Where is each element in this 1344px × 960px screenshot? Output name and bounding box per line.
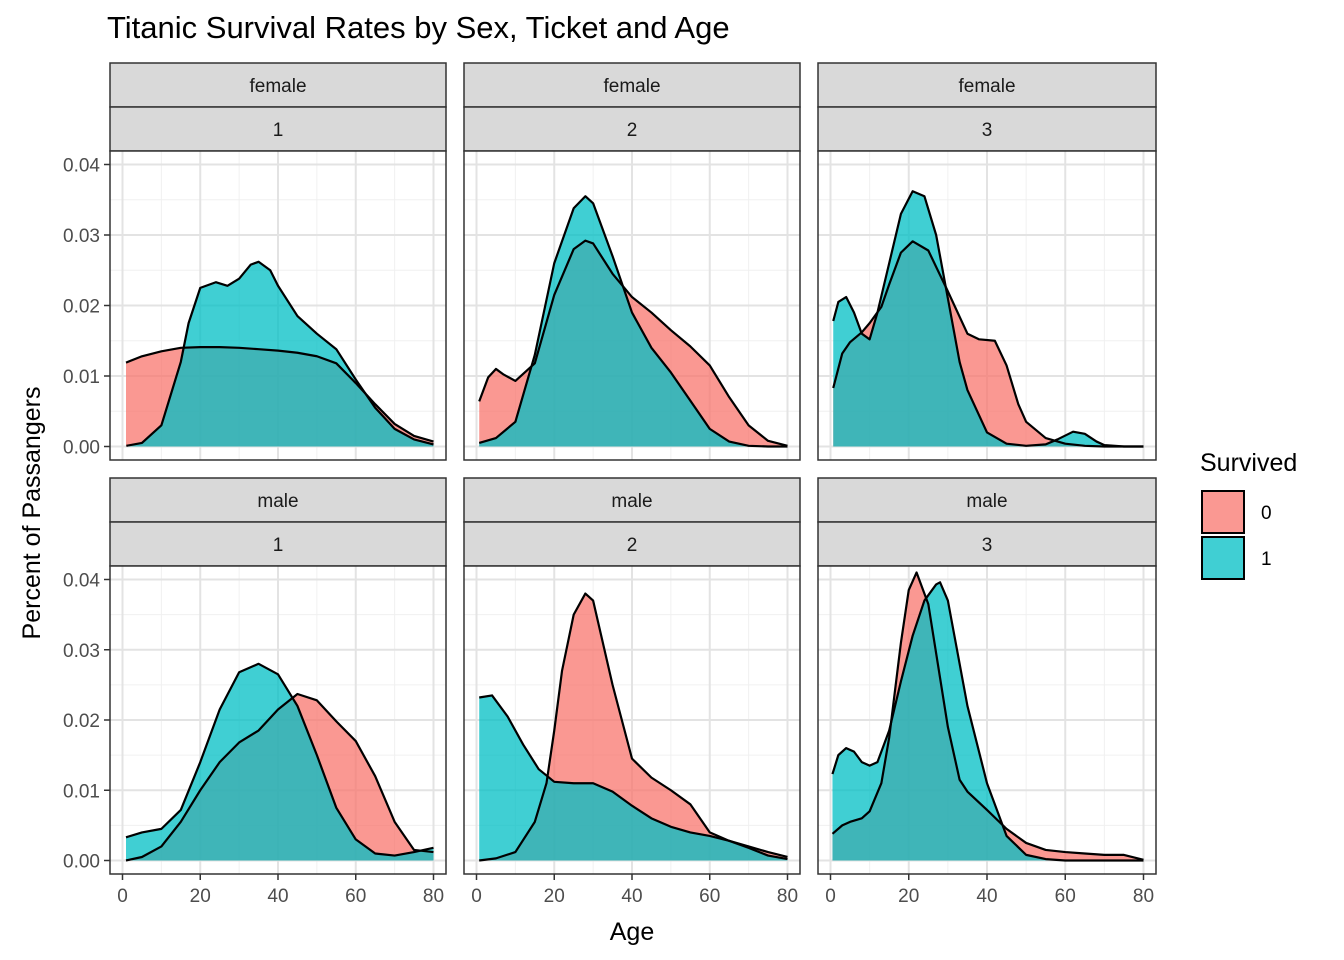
y-tick-label: 0.02 <box>63 297 100 318</box>
density-line-survived-1 <box>126 260 434 447</box>
strip-sex-label: male <box>966 491 1007 512</box>
panel-border <box>463 150 801 461</box>
x-tick-label: 0 <box>825 886 836 907</box>
y-tick-label: 0.01 <box>63 367 100 388</box>
density-line-survived-0 <box>478 239 788 447</box>
y-tick-label: 0.03 <box>63 226 100 247</box>
legend-title: Survived <box>1200 449 1297 477</box>
x-tick-label: 80 <box>777 886 798 907</box>
strip-sex-label: female <box>958 76 1015 97</box>
density-line-survived-1 <box>831 581 1144 862</box>
strip-ticket-label: 3 <box>982 120 993 141</box>
y-tick-label: 0.04 <box>63 156 100 177</box>
strip-sex-box <box>817 62 1157 108</box>
x-tick-label: 40 <box>976 886 997 907</box>
strip-sex-label: female <box>249 76 306 97</box>
panel-male-3: male 3 0 20 40 60 80 <box>817 477 1157 907</box>
strip-ticket-box <box>109 106 447 152</box>
density-line-survived-0 <box>832 240 1144 448</box>
legend-key-survived-1 <box>1201 536 1245 580</box>
density-line-survived-1 <box>832 190 1144 448</box>
chart-title: Titanic Survival Rates by Sex, Ticket an… <box>107 10 730 45</box>
density-area-survived-1 <box>126 663 434 861</box>
x-tick-label: 80 <box>423 886 444 907</box>
density-area-survived-1 <box>126 261 434 447</box>
y-tick-label: 0.03 <box>63 641 100 662</box>
strip-sex-box <box>817 477 1157 523</box>
panel-female-2: female 2 <box>463 62 801 461</box>
legend-label-survived-0: 0 <box>1261 503 1272 524</box>
density-area-survived-1 <box>832 582 1144 861</box>
density-line-survived-0 <box>125 692 434 862</box>
y-tick-label: 0.02 <box>63 711 100 732</box>
density-line-survived-1 <box>125 662 434 857</box>
x-tick-label: 0 <box>117 886 128 907</box>
density-area-survived-1 <box>479 695 788 861</box>
x-tick-label: 0 <box>471 886 482 907</box>
strip-sex-box <box>109 62 447 108</box>
y-axis-title: Percent of Passangers <box>18 387 46 640</box>
x-tick-label: 80 <box>1133 886 1154 907</box>
strip-ticket-label: 1 <box>273 120 284 141</box>
strip-sex-label: female <box>603 76 660 97</box>
strip-sex-label: male <box>257 491 298 512</box>
x-tick-label: 20 <box>544 886 565 907</box>
legend: Survived 01 <box>1200 449 1297 580</box>
density-line-survived-1 <box>479 694 788 861</box>
strip-ticket-box <box>463 106 801 152</box>
y-tick-label: 0.04 <box>63 571 100 592</box>
x-tick-label: 40 <box>621 886 642 907</box>
x-tick-label: 60 <box>699 886 720 907</box>
panel-male-1: male 1 0.00 0.01 0.02 0.03 0.04 0 20 40 60 80 <box>63 477 447 907</box>
strip-ticket-label: 2 <box>627 535 638 556</box>
strip-ticket-label: 3 <box>982 535 993 556</box>
legend-entries: 01 <box>1201 490 1272 580</box>
x-tick-label: 20 <box>898 886 919 907</box>
strip-sex-box <box>109 477 447 523</box>
density-area-survived-1 <box>833 191 1144 447</box>
x-axis-title: Age <box>610 918 654 946</box>
x-tick-label: 40 <box>267 886 288 907</box>
x-tick-label: 20 <box>190 886 211 907</box>
facet-panels: female10.000.010.020.030.04female2female… <box>63 62 1157 907</box>
strip-sex-box <box>463 477 801 523</box>
x-tick-label: 60 <box>1055 886 1076 907</box>
panel-female-1: female 1 0.00 0.01 0.02 0.03 0.04 <box>63 62 447 461</box>
y-tick-label: 0.00 <box>63 852 100 873</box>
density-line-survived-1 <box>478 195 788 448</box>
density-line-survived-0 <box>831 571 1144 861</box>
strip-ticket-label: 2 <box>627 120 638 141</box>
strip-ticket-box <box>463 521 801 567</box>
panel-border <box>817 150 1157 461</box>
strip-ticket-box <box>817 106 1157 152</box>
y-tick-label: 0.00 <box>63 438 100 459</box>
y-tick-label: 0.01 <box>63 781 100 802</box>
density-line-survived-0 <box>125 346 434 443</box>
x-tick-label: 60 <box>345 886 366 907</box>
legend-label-survived-1: 1 <box>1261 549 1272 570</box>
legend-key-survived-0 <box>1201 490 1245 534</box>
strip-sex-label: male <box>611 491 652 512</box>
strip-ticket-label: 1 <box>273 535 284 556</box>
panel-female-3: female 3 <box>817 62 1157 461</box>
